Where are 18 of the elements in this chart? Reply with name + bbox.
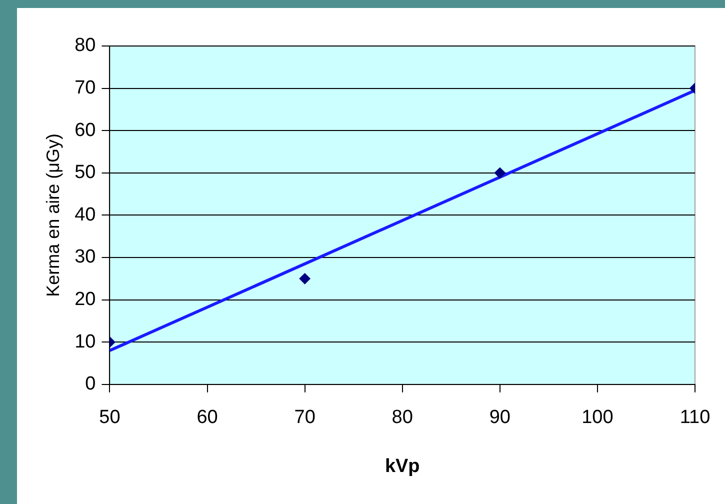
x-tick-label: 110 xyxy=(680,407,710,428)
y-tick-label: 0 xyxy=(85,374,96,395)
y-tick-label: 40 xyxy=(74,204,96,226)
y-tick-label: 20 xyxy=(74,289,96,310)
x-tick-label: 70 xyxy=(294,407,316,428)
x-tick-label: 90 xyxy=(489,407,510,428)
y-tick-label: 70 xyxy=(74,78,96,99)
x-tick-label: 100 xyxy=(582,407,614,428)
x-tick-label: 50 xyxy=(99,407,120,428)
y-tick-label: 10 xyxy=(74,331,96,352)
y-axis-title: Kerma en aire (μGy) xyxy=(42,133,63,297)
y-tick-label: 60 xyxy=(74,120,96,141)
y-tick-label: 50 xyxy=(74,162,96,184)
x-tick-label: 80 xyxy=(392,407,413,428)
y-tick-label: 80 xyxy=(74,35,96,56)
y-tick-label: 30 xyxy=(74,246,96,268)
x-axis-title: kVp xyxy=(384,456,420,477)
x-tick-label: 60 xyxy=(196,407,218,428)
